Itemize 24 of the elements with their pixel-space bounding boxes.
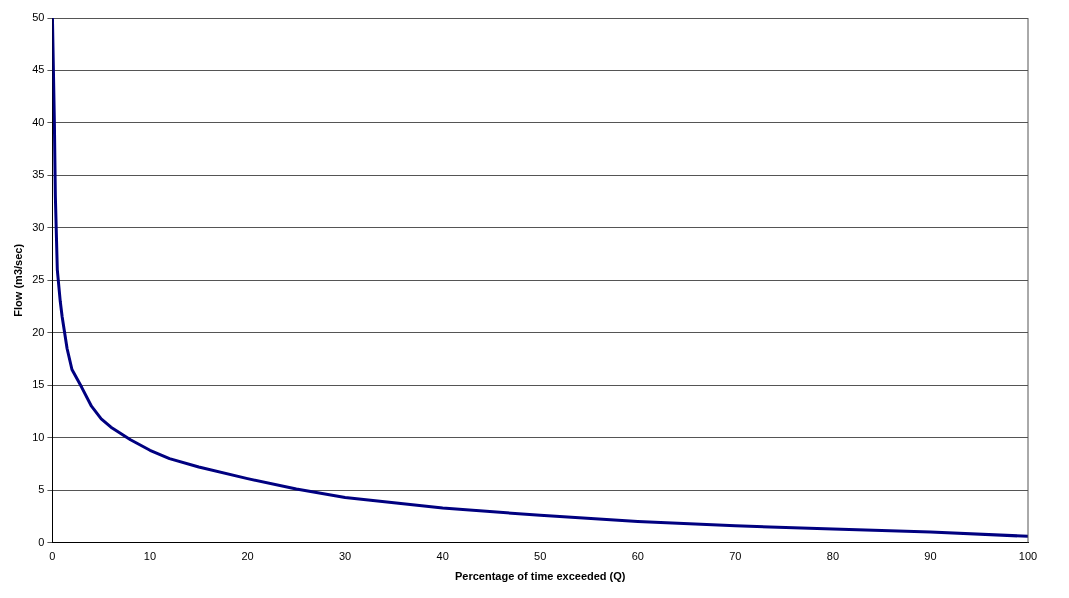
x-tick-label: 0 — [49, 550, 56, 563]
y-tick-label: 20 — [32, 325, 45, 338]
x-tick-label: 90 — [924, 550, 937, 563]
y-tick-label: 15 — [32, 378, 45, 391]
y-tick-label: 40 — [32, 115, 45, 128]
x-tick-label: 60 — [631, 550, 644, 563]
x-tick-label: 30 — [338, 550, 352, 563]
y-tick-label: 25 — [32, 273, 45, 286]
y-tick-label: 50 — [32, 11, 45, 24]
y-tick-label: 45 — [32, 63, 45, 76]
y-axis-title: Flow (m3/sec) — [11, 243, 24, 317]
y-tick-label: 30 — [32, 220, 45, 233]
x-axis-title: Percentage of time exceeded (Q) — [454, 570, 626, 583]
x-tick-label: 10 — [143, 550, 157, 563]
y-tick-label: 10 — [32, 430, 45, 443]
x-tick-label: 50 — [534, 550, 547, 563]
x-tick-label: 40 — [436, 550, 449, 563]
x-tick-label: 100 — [1018, 550, 1038, 563]
y-tick-label: 5 — [38, 483, 45, 496]
x-tick-label: 70 — [729, 550, 742, 563]
y-tick-label: 0 — [38, 535, 45, 548]
y-tick-label: 35 — [32, 168, 45, 181]
x-tick-label: 20 — [241, 550, 254, 563]
x-tick-label: 80 — [826, 550, 840, 563]
